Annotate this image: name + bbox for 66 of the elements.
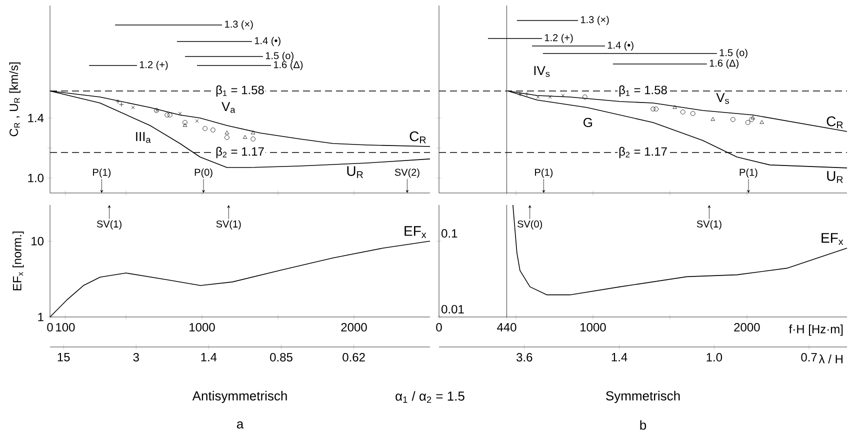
series-label: EF$_{x}$	[822, 233, 844, 245]
category-label: 1.4	[612, 353, 628, 362]
category-label: 0.7	[801, 353, 817, 362]
series-label: 1.6 (Δ)	[710, 59, 738, 69]
ref-line-label: β$_{2}$ = 1.17	[619, 146, 667, 158]
y-tick-label: 1.0	[28, 174, 44, 182]
series-label: 1.2 (+)	[140, 60, 168, 70]
y-tick-label: 1.4	[28, 114, 44, 122]
y-tick-label: 1	[38, 312, 44, 322]
series-label: 1.5 (o)	[266, 52, 294, 62]
category-label: 1.0	[706, 353, 722, 362]
annotation: III$_{a}$	[136, 132, 151, 143]
y-tick-label: 0.01	[442, 304, 464, 314]
x-tick-label: 1000	[580, 323, 606, 332]
series-label: 1.3 (×)	[580, 16, 609, 26]
category-label: 0.85	[270, 353, 292, 362]
ref-line-label: β$_{1}$ = 1.58	[216, 85, 264, 97]
category-label: 15	[58, 353, 70, 362]
annotation: IV$_{s}$	[534, 66, 550, 77]
annotation: SV(1)	[96, 220, 122, 230]
ref-line-label: β$_{1}$ = 1.58	[619, 85, 667, 97]
annotation: SV(0)	[518, 220, 542, 230]
x-axis-title: f·H [Hz·m]	[788, 324, 843, 336]
series-label: C$_{R}$	[826, 116, 843, 128]
annotation: SV(1)	[696, 220, 722, 230]
x-tick-label: 440	[497, 323, 516, 332]
category-label: 3.6	[516, 353, 532, 362]
category-label: 0.62	[342, 353, 365, 362]
y-tick-label: 10	[32, 236, 44, 246]
annotation: SV(1)	[216, 220, 241, 230]
series-label: 1.5 (o)	[720, 48, 748, 58]
ref-line-label: β$_{2}$ = 1.17	[216, 146, 264, 158]
text: α$_{1}$ / α$_{2}$ = 1.5	[396, 391, 464, 403]
y-axis-title: C$_{R}$ , U$_{R}$ [km/s]	[9, 62, 20, 136]
text: λ / H	[818, 354, 842, 364]
annotation: SV(2)	[394, 168, 420, 178]
series-label: 1.4 (•)	[254, 36, 280, 46]
series-label: 1.2 (+)	[544, 34, 573, 44]
series-label: 1.6 (Δ)	[274, 60, 303, 70]
annotation: P(1)	[740, 168, 758, 178]
x-tick-label: 100	[56, 323, 75, 332]
text: a	[236, 421, 244, 429]
annotation: P(0)	[194, 168, 212, 178]
series-label: U$_{R}$	[347, 166, 363, 178]
y-tick-label: 0.1	[442, 229, 458, 238]
annotation: P(1)	[93, 168, 111, 178]
x-tick-label: 2000	[734, 323, 760, 332]
x-tick-label: 0	[47, 323, 53, 332]
x-tick-label: 1000	[190, 323, 215, 332]
category-label: 1.4	[201, 353, 217, 362]
annotation: P(1)	[535, 168, 553, 178]
text: Antisymmetrisch	[192, 390, 287, 404]
category-label: 3	[133, 353, 139, 362]
x-tick-label: 2000	[341, 323, 367, 332]
series-label: C$_{R}$	[410, 131, 426, 144]
series-label: EF$_{x}$	[404, 226, 426, 238]
annotation: G	[584, 118, 592, 128]
series-label: 1.4 (•)	[608, 41, 634, 51]
annotation: V$_{s}$	[716, 93, 729, 104]
text: Symmetrisch	[606, 390, 680, 404]
series-label: U$_{R}$	[827, 171, 843, 183]
series-label: 1.3 (×)	[225, 20, 253, 30]
text: b	[640, 420, 646, 430]
annotation: V$_{a}$	[222, 102, 236, 113]
y-axis-title: EF$_{x}$ [norm.]	[12, 232, 24, 290]
x-tick-label: 0	[436, 323, 442, 332]
